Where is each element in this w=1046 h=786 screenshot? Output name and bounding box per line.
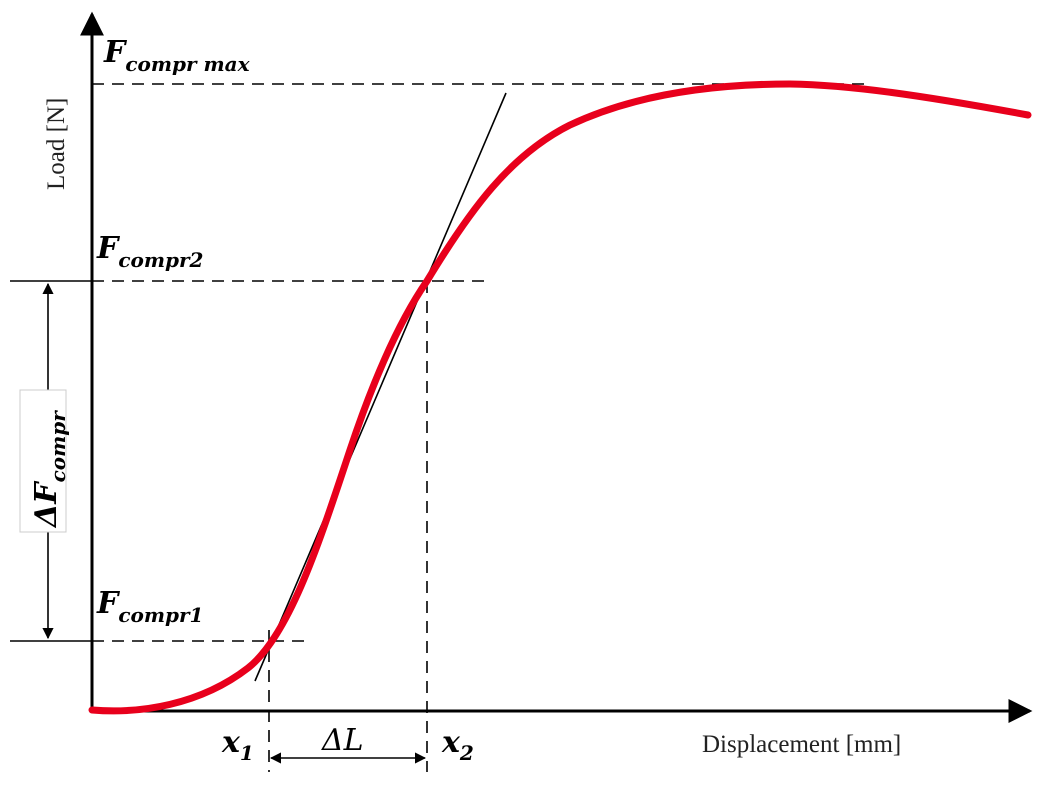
delta-f-label: ΔFcompr (29, 410, 70, 529)
delta-l-label: ΔL (321, 723, 364, 758)
x1-label: x1 (221, 725, 254, 765)
load-displacement-curve (88, 80, 1032, 715)
tangent-line (254, 92, 507, 682)
f-max-label: Fcompr max (103, 35, 251, 76)
x-axis-label: Displacement [mm] (702, 731, 901, 758)
f2-label: Fcompr2 (96, 231, 204, 272)
y-axis-label: Load [N] (43, 98, 70, 190)
delta-f-label-box (19, 389, 67, 533)
x2-label: x2 (441, 725, 474, 765)
f1-label: Fcompr1 (96, 586, 203, 627)
